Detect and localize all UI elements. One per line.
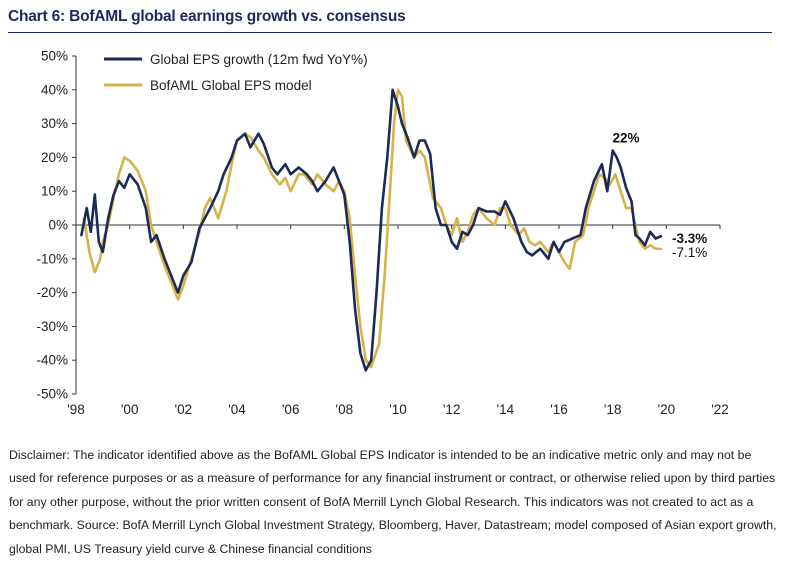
annotation-eps-latest-label: -3.3%: [672, 231, 707, 246]
y-tick-label: 30%: [41, 116, 68, 131]
chart-title: Chart 6: BofAML global earnings growth v…: [8, 8, 406, 25]
x-tick-label: '06: [282, 402, 300, 417]
legend-label: Global EPS growth (12m fwd YoY%): [150, 52, 368, 67]
x-tick-label: '18: [604, 402, 622, 417]
legend-label: BofAML Global EPS model: [150, 78, 312, 93]
y-axis: 50% 40% 30% 20% 10% 0% -10% -20% -30% -40% -50%: [36, 49, 77, 402]
y-tick-label: 0%: [48, 218, 68, 233]
series-lines: [80, 88, 663, 372]
x-tick-label: '20: [658, 402, 676, 417]
x-tick-label: '98: [67, 402, 85, 417]
series-line-eps-model: [82, 88, 663, 369]
x-tick-label: '02: [175, 402, 193, 417]
chart: 50% 40% 30% 20% 10% 0% -10% -20% -30% -40% -50% '9…: [36, 49, 729, 418]
y-tick-label: -40%: [36, 353, 68, 368]
series-line-eps-growth: [80, 88, 663, 372]
y-tick-label: 40%: [41, 82, 68, 97]
x-tick-label: '04: [228, 402, 246, 417]
x-tick-label: '16: [550, 402, 568, 417]
y-tick-label: 50%: [41, 49, 68, 64]
annotation-peak-label: 22%: [613, 131, 640, 146]
y-tick-label: 20%: [41, 150, 68, 165]
x-axis: '98 '00 '02 '04 '06 '08 '10 '12 '14 '16 '18 '20 '22: [67, 224, 729, 417]
y-tick-label: -10%: [36, 251, 68, 266]
annotation-model-latest-label: -7.1%: [672, 245, 707, 260]
x-tick-label: '12: [443, 402, 461, 417]
x-tick-label: '10: [389, 402, 407, 417]
annotations: 22% -3.3%-7.1%: [613, 131, 708, 260]
x-tick-label: '00: [121, 402, 139, 417]
x-tick-label: '08: [336, 402, 354, 417]
y-tick-label: -50%: [36, 387, 68, 402]
disclaimer: Disclaimer: The indicator identified abo…: [9, 448, 777, 556]
y-tick-label: -30%: [36, 319, 68, 334]
x-tick-label: '14: [497, 402, 515, 417]
y-tick-label: 10%: [41, 184, 68, 199]
x-tick-label: '22: [711, 402, 729, 417]
legend: Global EPS growth (12m fwd YoY%) BofAML G…: [104, 52, 368, 93]
y-tick-label: -20%: [36, 285, 68, 300]
title-rule: [8, 32, 772, 33]
